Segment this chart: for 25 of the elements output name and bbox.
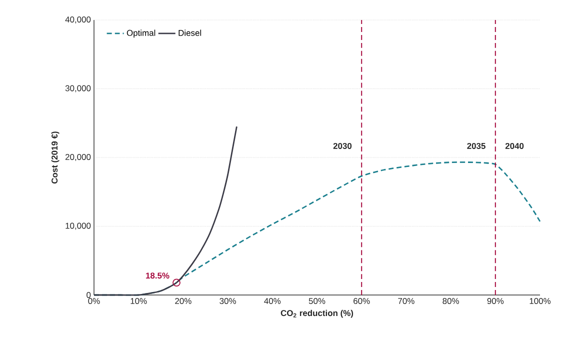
x-tick-label: 30% xyxy=(220,298,236,304)
legend-label: Diesel xyxy=(178,30,202,36)
x-tick-label: 90% xyxy=(487,298,504,304)
x-tick-label: 40% xyxy=(264,298,281,304)
x-axis-title: CO$_{2}$ reduction (%) xyxy=(280,310,354,318)
y-tick-label: 30,000 xyxy=(65,85,91,92)
x-tick-label: 60% xyxy=(354,298,370,304)
x-tick-label: 70% xyxy=(398,298,414,304)
y-tick-label: 10,000 xyxy=(66,222,91,230)
y-tick-label: 20,000 xyxy=(66,154,91,161)
x-tick-label: 80% xyxy=(442,298,459,304)
line-series xyxy=(93,126,238,296)
y-tick-label: 40,000 xyxy=(65,16,91,24)
y-tick-label: 0 xyxy=(86,292,91,298)
x-tick-label: 20% xyxy=(175,298,192,304)
y-axis-title: Cost (2019 €) xyxy=(51,132,60,184)
legend-label: Optimal xyxy=(126,30,156,38)
annotation: 2030 xyxy=(333,142,352,149)
x-tick-label: 100% xyxy=(530,298,551,304)
x-tick-label: 10% xyxy=(130,298,147,304)
annotation: 18.5% xyxy=(146,272,170,279)
x-tick-label: 0% xyxy=(88,298,100,304)
annotation: 2040 xyxy=(505,142,524,149)
x-tick-label: 50% xyxy=(308,298,326,304)
annotation: 2035 xyxy=(467,142,486,149)
